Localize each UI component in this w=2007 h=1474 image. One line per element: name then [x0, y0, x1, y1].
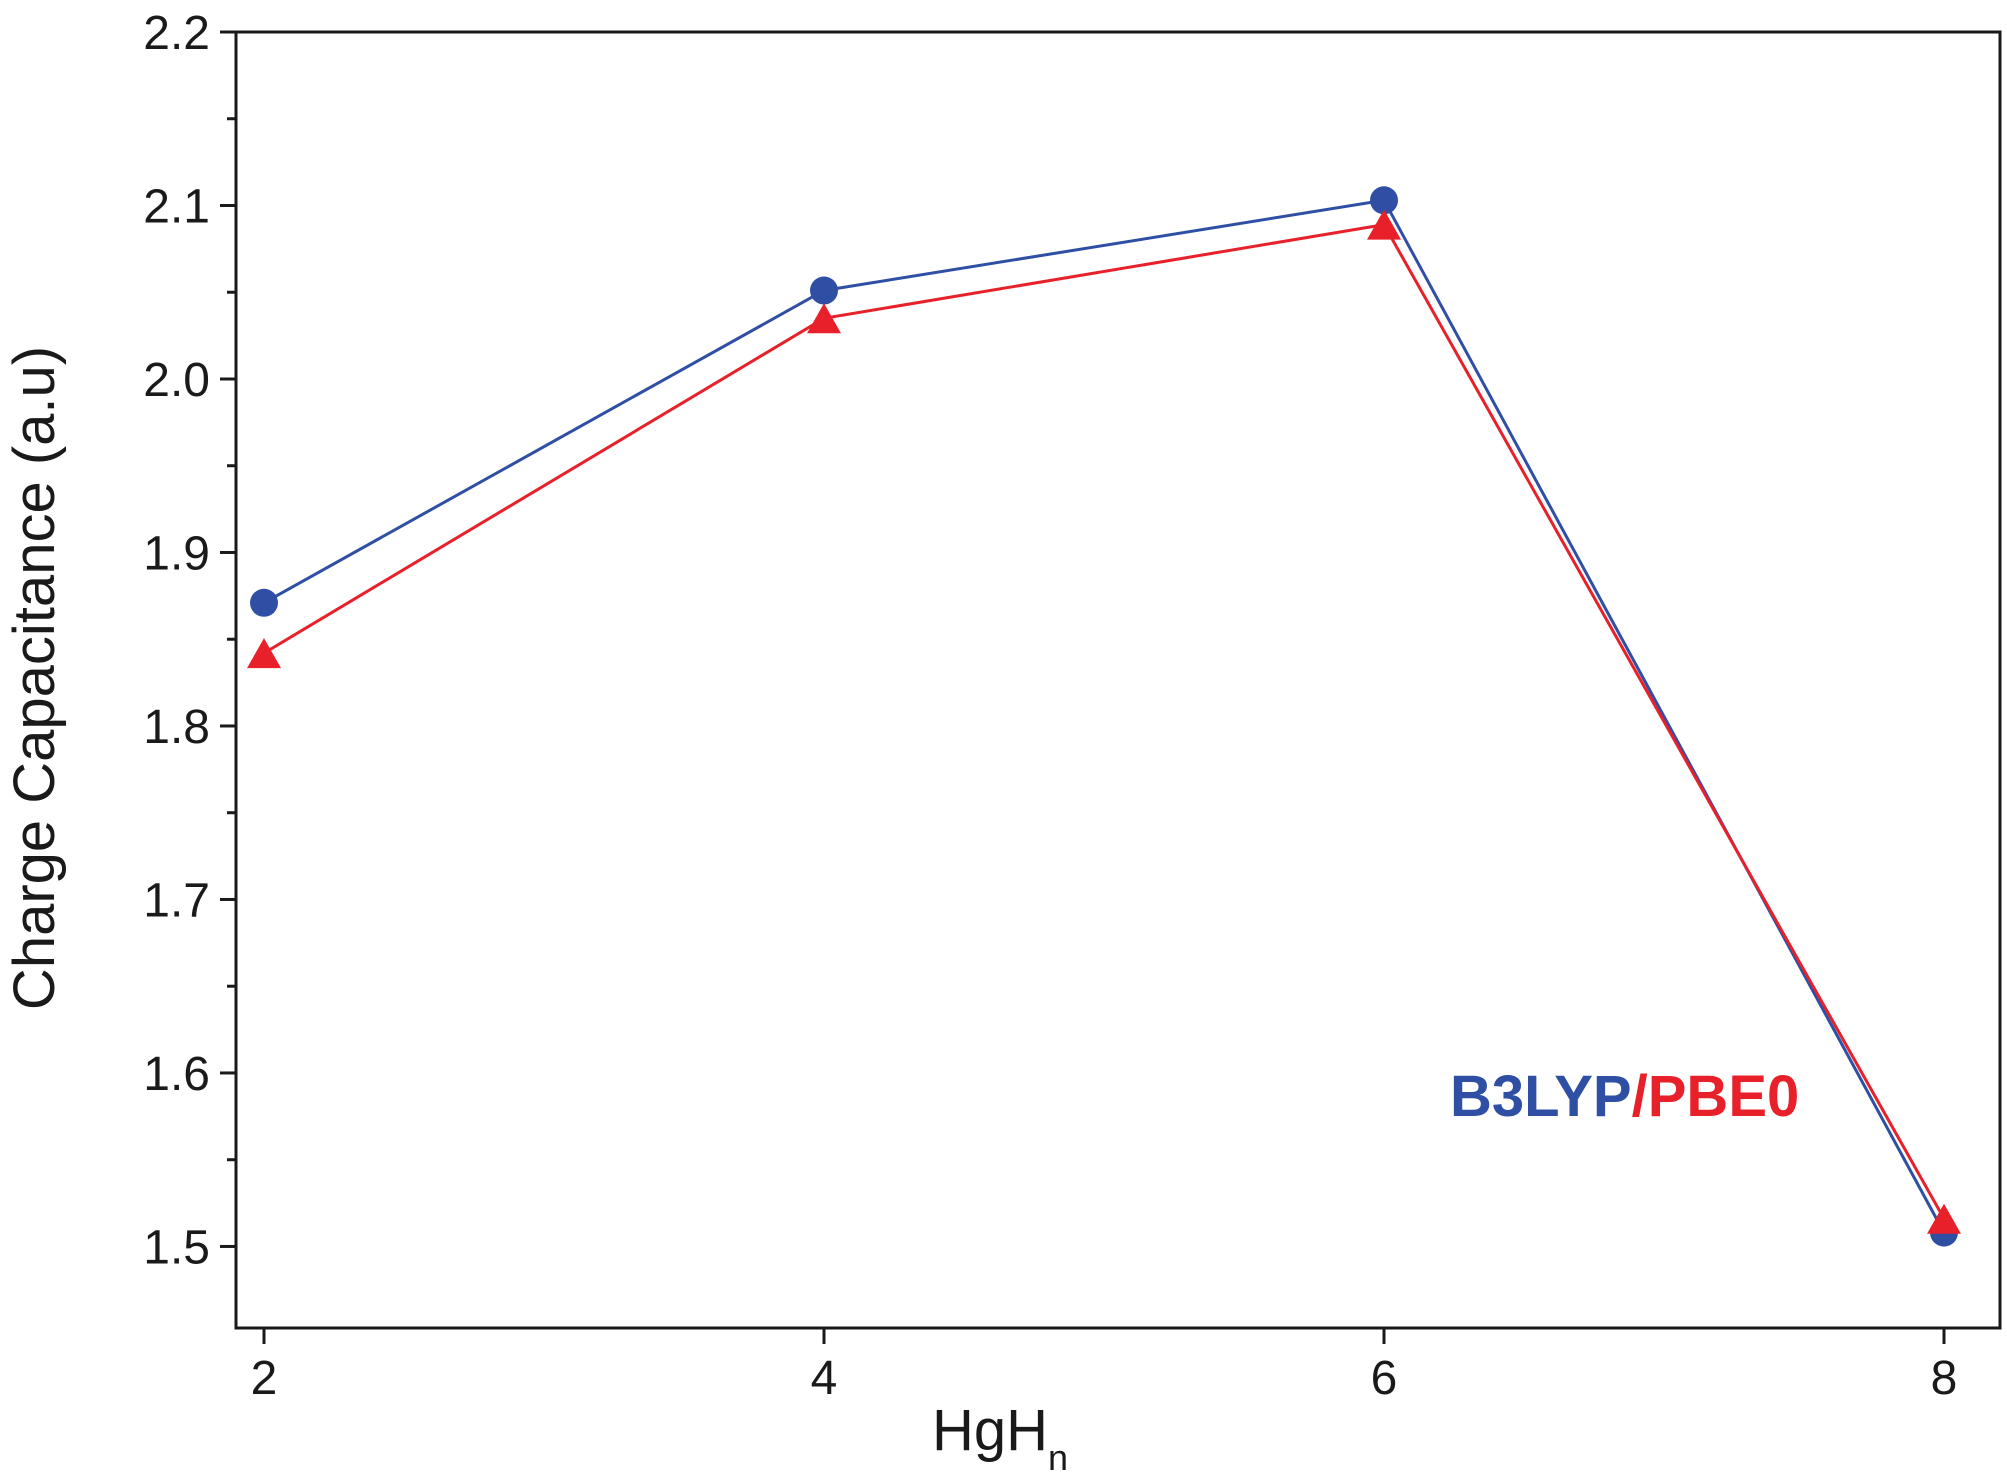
- y-tick-label: 1.5: [143, 1221, 210, 1274]
- y-tick-label: 1.7: [143, 874, 210, 927]
- plot-frame: [234, 30, 2002, 1330]
- y-tick-label: 1.8: [143, 701, 210, 754]
- data-point-pbe0: [807, 303, 841, 334]
- y-tick-label: 2.0: [143, 354, 210, 407]
- series-line-pbe0: [263, 222, 1946, 1220]
- x-axis-title-subscript: n: [1048, 1437, 1068, 1474]
- y-axis-title: Charge Capacitance (a.u): [2, 346, 67, 1010]
- legend-label: B3LYP/PBE0: [1450, 1064, 1799, 1129]
- data-point-b3lyp: [1370, 186, 1398, 215]
- x-tick-label: 6: [1371, 1352, 1398, 1405]
- series-layer: [247, 186, 1961, 1247]
- data-point-b3lyp: [810, 276, 838, 305]
- legend-pbe0: PBE0: [1648, 1064, 1800, 1129]
- legend-b3lyp: B3LYP: [1450, 1064, 1632, 1129]
- data-point-pbe0: [1367, 209, 1401, 240]
- series-line-b3lyp: [263, 198, 1946, 1234]
- x-tick-label: 2: [251, 1352, 278, 1405]
- y-tick-label: 2.1: [143, 180, 210, 233]
- y-tick-label: 1.9: [143, 527, 210, 580]
- legend-slash: /: [1632, 1064, 1648, 1129]
- axes: 1.5 1.6 1.7 1.8 1.9 2.0 2.1 2.2 2 4 6 8: [143, 7, 2002, 1405]
- x-tick-label: 4: [811, 1352, 838, 1405]
- data-point-b3lyp: [250, 588, 278, 617]
- x-tick-label: 8: [1931, 1352, 1958, 1405]
- y-tick-label: 1.6: [143, 1048, 210, 1101]
- y-tick-label: 2.2: [143, 7, 210, 60]
- x-axis-title-main: HgH: [932, 1398, 1048, 1463]
- x-axis-title: HgHn: [932, 1398, 1068, 1474]
- data-point-pbe0: [1927, 1203, 1961, 1234]
- data-point-pbe0: [247, 638, 281, 669]
